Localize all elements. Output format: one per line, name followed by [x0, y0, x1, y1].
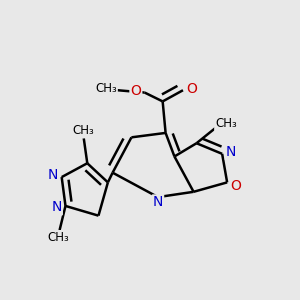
Text: O: O — [130, 84, 141, 98]
Text: CH₃: CH₃ — [73, 124, 94, 137]
Text: O: O — [186, 82, 197, 96]
Text: N: N — [48, 168, 58, 182]
Text: N: N — [52, 200, 62, 214]
Text: N: N — [153, 195, 163, 209]
Text: CH₃: CH₃ — [215, 117, 237, 130]
Text: O: O — [230, 179, 242, 193]
Text: CH₃: CH₃ — [95, 82, 117, 95]
Text: N: N — [226, 146, 236, 159]
Text: CH₃: CH₃ — [47, 231, 69, 244]
